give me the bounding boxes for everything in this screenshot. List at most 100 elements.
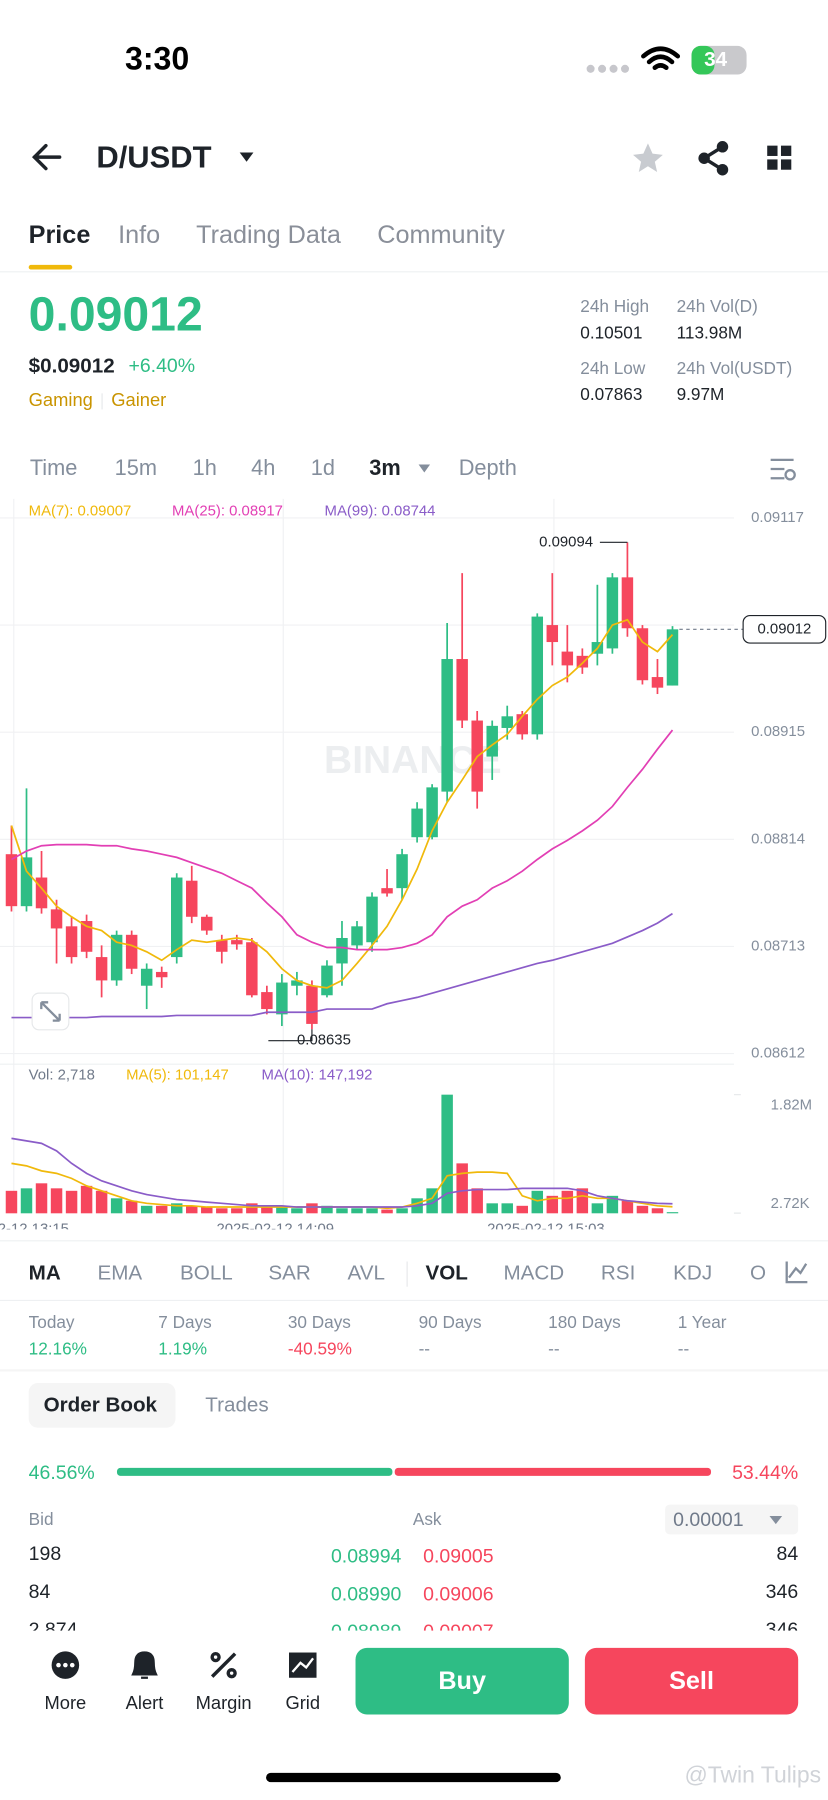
tab[interactable]: Trading Data <box>196 221 342 249</box>
candle-body <box>411 808 423 838</box>
tab-indicator <box>28 264 73 270</box>
tab[interactable]: Community <box>377 221 505 249</box>
bid-qty: 2,874 <box>29 1619 78 1641</box>
period-value: -- <box>548 1338 559 1358</box>
y-tick-label: 0.09117 <box>751 510 804 526</box>
chart-settings-icon[interactable] <box>770 458 796 481</box>
credit: @Twin Tulips <box>684 1761 821 1787</box>
pair-title[interactable]: D/USDT <box>96 140 211 175</box>
volume-bar <box>306 1203 318 1214</box>
indicator[interactable]: MA <box>29 1262 61 1285</box>
indicator[interactable]: KDJ <box>673 1262 712 1285</box>
x-tick-label: 2-12 13:15 <box>0 1221 69 1237</box>
indicator[interactable]: RSI <box>601 1262 635 1285</box>
volume-bar <box>351 1208 363 1214</box>
nav-label[interactable]: Alert <box>126 1692 164 1713</box>
wifi-icon <box>641 46 681 70</box>
precision-select[interactable] <box>665 1504 799 1535</box>
ma-line <box>10 618 674 989</box>
more-icon[interactable] <box>51 1651 80 1679</box>
bid-price: 0.08994 <box>331 1545 402 1567</box>
interval[interactable]: 3m <box>369 455 400 480</box>
interval[interactable]: 1d <box>311 455 335 480</box>
alert-icon[interactable] <box>131 1651 158 1679</box>
candle-body <box>110 934 123 981</box>
layout-icon[interactable] <box>767 145 792 170</box>
nav-label[interactable]: More <box>44 1692 86 1713</box>
indicator[interactable]: MACD <box>503 1262 564 1285</box>
candle-body <box>201 916 213 931</box>
volume-bar <box>291 1208 303 1214</box>
candle-body <box>396 854 408 889</box>
volume-bar <box>636 1205 649 1214</box>
candle-body <box>50 909 63 929</box>
interval[interactable]: Depth <box>459 455 517 480</box>
buy-label[interactable]: Buy <box>438 1667 486 1695</box>
indicator[interactable]: O <box>750 1262 766 1285</box>
nav-label[interactable]: Margin <box>196 1692 252 1713</box>
grid-icon[interactable] <box>289 1652 317 1678</box>
indicator[interactable]: BOLL <box>180 1262 233 1285</box>
battery-level <box>691 45 715 75</box>
candle-body <box>531 616 544 735</box>
bid-price: 0.08989 <box>331 1621 401 1643</box>
buy-button[interactable] <box>355 1647 569 1715</box>
candle-body <box>321 965 333 996</box>
volume-legend: Vol: 2,718 <box>29 1068 95 1084</box>
volume-bar <box>591 1203 604 1214</box>
indicator[interactable]: SAR <box>268 1262 310 1285</box>
candle-body <box>246 942 258 996</box>
volume-bar <box>396 1208 408 1214</box>
candle-body <box>666 629 679 686</box>
volume-bar <box>441 1094 453 1214</box>
share-icon[interactable] <box>698 141 729 176</box>
ask-header: Ask <box>413 1509 442 1529</box>
tag[interactable]: Gainer <box>111 389 166 410</box>
volume-ma-line <box>11 1137 673 1208</box>
expand-icon[interactable] <box>31 992 70 1031</box>
period-value: 1.19% <box>158 1338 207 1358</box>
bid-qty: 198 <box>29 1543 62 1565</box>
candle-body <box>516 714 528 735</box>
tab[interactable]: Price <box>29 221 91 249</box>
interval[interactable]: 15m <box>115 455 157 480</box>
favorite-star[interactable] <box>633 143 663 173</box>
ma-legend: MA(25): 0.08917 <box>172 503 283 519</box>
orderbook-tab[interactable]: Trades <box>205 1393 268 1416</box>
bid-ratio: 46.56% <box>29 1462 95 1484</box>
indicator[interactable]: EMA <box>97 1262 142 1285</box>
volume-bar <box>336 1208 348 1214</box>
interval[interactable]: Time <box>30 455 78 480</box>
volume-bar <box>140 1205 153 1214</box>
signal-dots <box>586 64 630 73</box>
candle-body <box>216 940 228 952</box>
interval[interactable]: 4h <box>251 455 275 480</box>
sell-label[interactable]: Sell <box>669 1667 714 1695</box>
pair-dropdown[interactable] <box>239 152 254 162</box>
bid-ratio-bar <box>116 1467 393 1476</box>
tab[interactable]: Info <box>118 221 160 249</box>
margin-icon[interactable] <box>210 1651 237 1679</box>
period-label: 90 Days <box>419 1312 482 1332</box>
candle-body <box>351 926 363 946</box>
volume-bar <box>546 1195 559 1214</box>
volume-bar <box>471 1188 483 1214</box>
volume-bar <box>35 1183 48 1214</box>
indicator-settings[interactable] <box>785 1261 808 1284</box>
candle-body <box>381 888 393 894</box>
precision-dropdown[interactable] <box>769 1516 783 1525</box>
price-change: +6.40% <box>128 355 195 377</box>
sell-button[interactable] <box>584 1647 799 1715</box>
tag[interactable]: Gaming <box>29 389 93 410</box>
back-button[interactable] <box>31 143 62 171</box>
interval-dropdown[interactable] <box>418 464 431 473</box>
interval[interactable]: 1h <box>193 455 217 480</box>
indicator[interactable]: AVL <box>347 1262 384 1285</box>
nav-label[interactable]: Grid <box>285 1692 320 1713</box>
period-value: -- <box>678 1338 689 1358</box>
indicator[interactable]: VOL <box>425 1262 467 1285</box>
orderbook-tab[interactable]: Order Book <box>44 1393 158 1416</box>
precision[interactable]: 0.00001 <box>673 1509 743 1531</box>
candle-body <box>65 926 78 958</box>
high-label: 0.09094 <box>539 534 593 550</box>
